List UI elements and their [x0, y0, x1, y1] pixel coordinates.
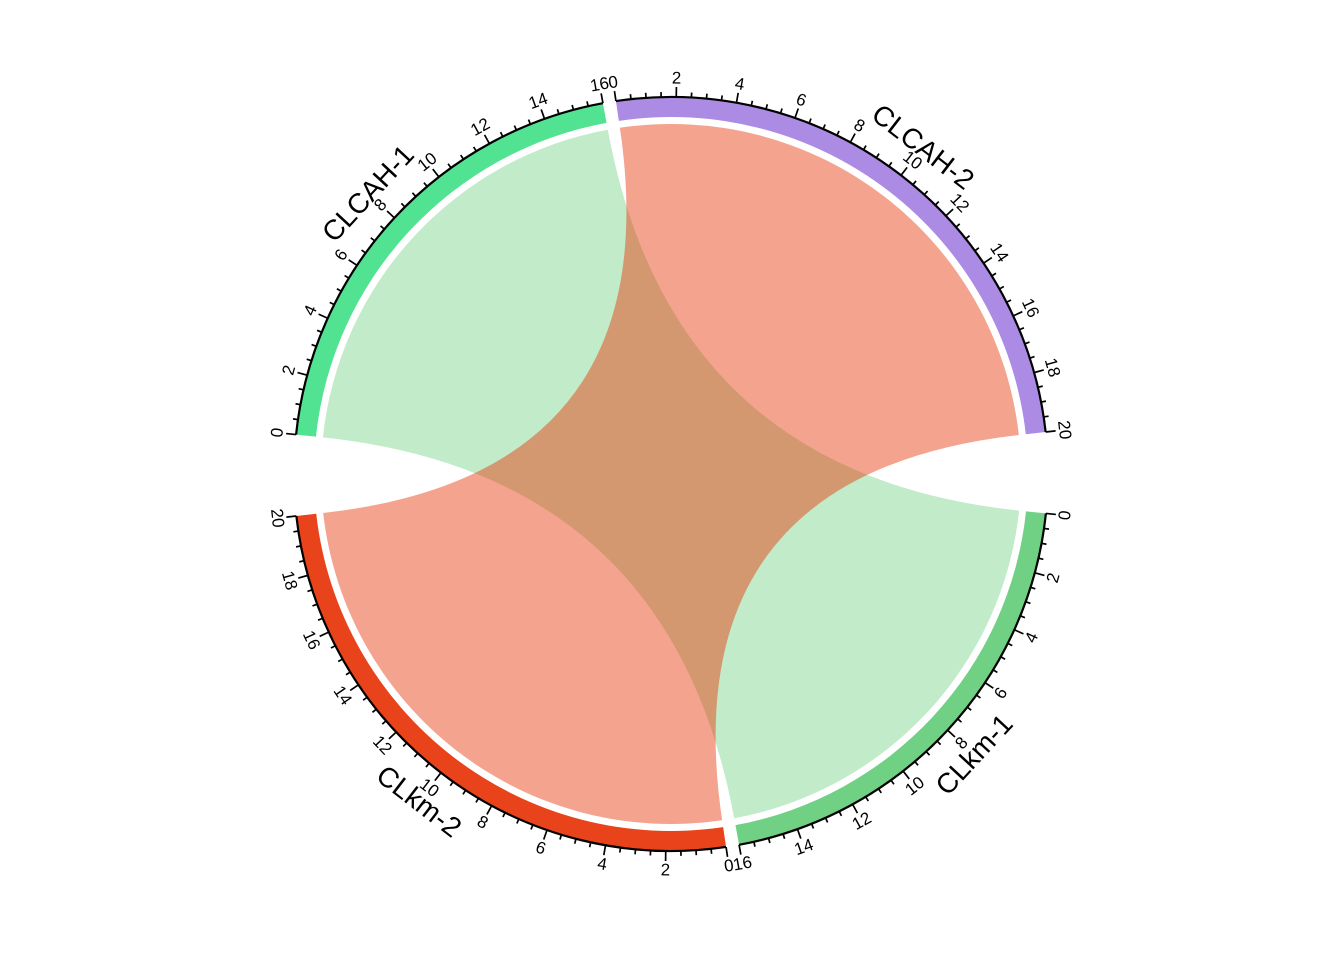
tick-label-CLkm-2-0: 0	[723, 856, 735, 876]
sector-band-CLCAH-1	[296, 103, 607, 437]
tick-label-CLkm-2-2: 2	[661, 860, 671, 879]
tick-label-CLCAH-2-20: 20	[1054, 419, 1075, 440]
axis-ticks-CLCAH-2	[613, 87, 1056, 433]
sector-outer-arc-CLkm-1	[738, 513, 1048, 846]
tick-label-CLkm-2-20: 20	[267, 508, 288, 529]
tick-label-CLCAH-2-0: 0	[607, 72, 619, 92]
tick-label-CLCAH-1-0: 0	[267, 427, 287, 438]
sector-outer-arc-CLCAH-1	[294, 102, 604, 435]
tick-label-CLkm-1-16: 16	[731, 852, 753, 874]
tick-label-CLCAH-2-4: 4	[733, 74, 746, 94]
ribbon-CLCAH-1-CLkm-1	[322, 129, 1020, 819]
axis-ticks-CLkm-1	[738, 512, 1056, 855]
tick-label-CLCAH-2-18: 18	[1041, 356, 1064, 379]
sector-band-CLkm-1	[735, 511, 1046, 845]
axis-ticks-CLCAH-1	[286, 93, 604, 436]
ribbon-CLCAH-2-CLkm-2	[323, 123, 1019, 825]
tick-label-CLCAH-1-16: 16	[588, 73, 610, 95]
axis-ticks-CLkm-2	[286, 515, 729, 861]
tick-label-CLkm-2-18: 18	[278, 569, 301, 592]
tick-label-CLCAH-2-2: 2	[672, 68, 682, 87]
tick-label-CLkm-1-0: 0	[1055, 510, 1075, 521]
tick-label-CLkm-2-4: 4	[596, 854, 609, 874]
ribbons-layer	[322, 123, 1020, 825]
